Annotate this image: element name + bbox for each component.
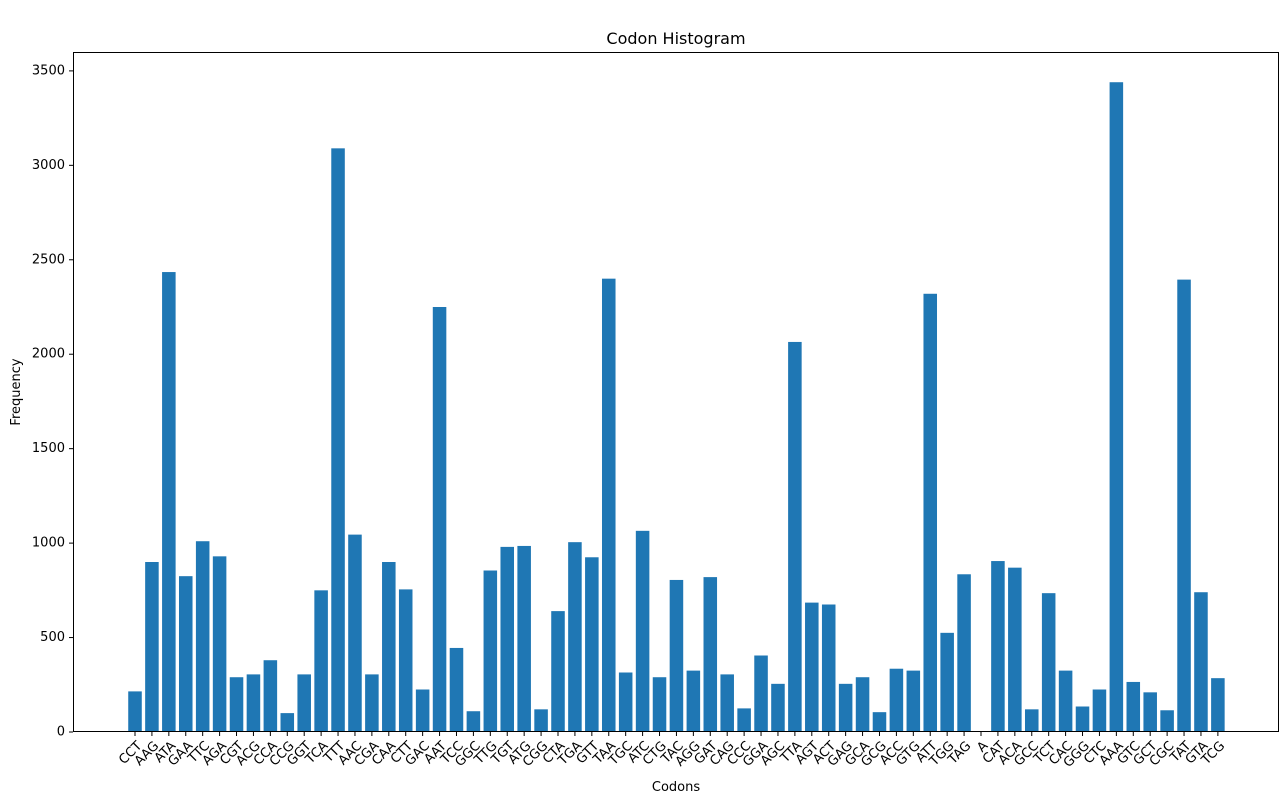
bar-gta	[1194, 592, 1208, 732]
bar-tca	[314, 590, 328, 732]
bar-ggt	[297, 674, 311, 732]
y-tick-label: 2500	[32, 252, 65, 267]
bar-cta	[551, 611, 565, 732]
bar-tcc	[449, 647, 464, 732]
bar-ctc	[1092, 689, 1107, 732]
bar-cgg	[534, 709, 548, 732]
bar-tga	[568, 542, 582, 732]
bar-ata	[162, 272, 176, 732]
bar-cgc	[1160, 710, 1174, 732]
bar-gct	[1143, 692, 1157, 732]
bar-gtt	[585, 557, 599, 732]
bar-aat	[432, 307, 447, 732]
bars-layer	[128, 82, 1225, 733]
bar-cag	[720, 674, 734, 732]
bar-acg	[246, 674, 261, 732]
bar-tat	[1177, 279, 1191, 732]
bar-taa	[601, 278, 616, 732]
bar-aaa	[1109, 82, 1124, 732]
bar-ccg	[280, 713, 295, 732]
bar-gag	[838, 683, 853, 732]
bar-tcg	[1211, 678, 1225, 732]
y-tick-label: 1000	[32, 536, 65, 551]
bar-act	[821, 604, 836, 732]
y-tick-label: 3000	[32, 158, 65, 173]
bar-cgt	[229, 677, 244, 732]
bar-atc	[635, 530, 650, 732]
bar-gac	[415, 689, 430, 732]
bar-gga	[754, 655, 768, 732]
bar-acc	[889, 668, 904, 732]
bar-ttt	[331, 148, 345, 733]
bar-tta	[788, 341, 802, 732]
bar-cac	[1058, 670, 1073, 732]
y-tick-label: 3500	[32, 63, 65, 78]
bar-tag	[957, 574, 971, 732]
bar-gat	[703, 577, 718, 732]
bar-gaa	[178, 576, 193, 732]
bar-cca	[263, 660, 278, 732]
y-axis: 0 500 1000 1500 2000 2500 3000 3500	[32, 63, 73, 740]
bar-tgg	[940, 632, 954, 732]
bar-gca	[855, 677, 870, 732]
bar-tgc	[618, 672, 633, 732]
bar-gcg	[872, 712, 887, 732]
bar-gtc	[1126, 681, 1141, 732]
y-tick-label: 2000	[32, 347, 65, 362]
bar-cga	[365, 674, 379, 732]
y-tick-label: 500	[40, 630, 65, 645]
bar-agg	[686, 670, 701, 732]
bar-ttc	[195, 541, 210, 732]
bar-cat	[991, 561, 1005, 732]
bar-tgt	[500, 546, 515, 732]
bar-aac	[348, 534, 362, 732]
bar-gtg	[906, 670, 921, 732]
bar-tac	[669, 579, 684, 732]
bar-tct	[1041, 593, 1056, 732]
bar-aga	[212, 556, 227, 732]
bar-ggg	[1075, 706, 1090, 732]
bar-aca	[1008, 567, 1022, 732]
x-axis-label: Codons	[652, 780, 700, 795]
bar-cct	[128, 691, 142, 732]
bar-ggc	[466, 711, 481, 732]
chart-title: Codon Histogram	[606, 29, 745, 48]
bar-ttg	[483, 570, 498, 732]
bar-gcc	[1024, 709, 1039, 732]
bar-ccc	[737, 708, 751, 732]
bar-att	[923, 293, 938, 732]
bar-aag	[145, 562, 159, 732]
y-tick-label: 0	[57, 725, 65, 740]
bar-agc	[771, 683, 785, 732]
y-axis-label: Frequency	[9, 358, 24, 425]
bar-atg	[517, 545, 531, 732]
bar-agt	[805, 602, 819, 732]
y-tick-label: 1500	[32, 441, 65, 456]
bar-caa	[382, 562, 396, 732]
plot-frame	[73, 52, 1279, 732]
x-axis: CCTAAGATAGAATTCAGACGTACGCCACCGGGTTCATTTA…	[116, 732, 1228, 771]
bar-ctg	[652, 677, 667, 732]
bar-ctt	[398, 589, 413, 732]
